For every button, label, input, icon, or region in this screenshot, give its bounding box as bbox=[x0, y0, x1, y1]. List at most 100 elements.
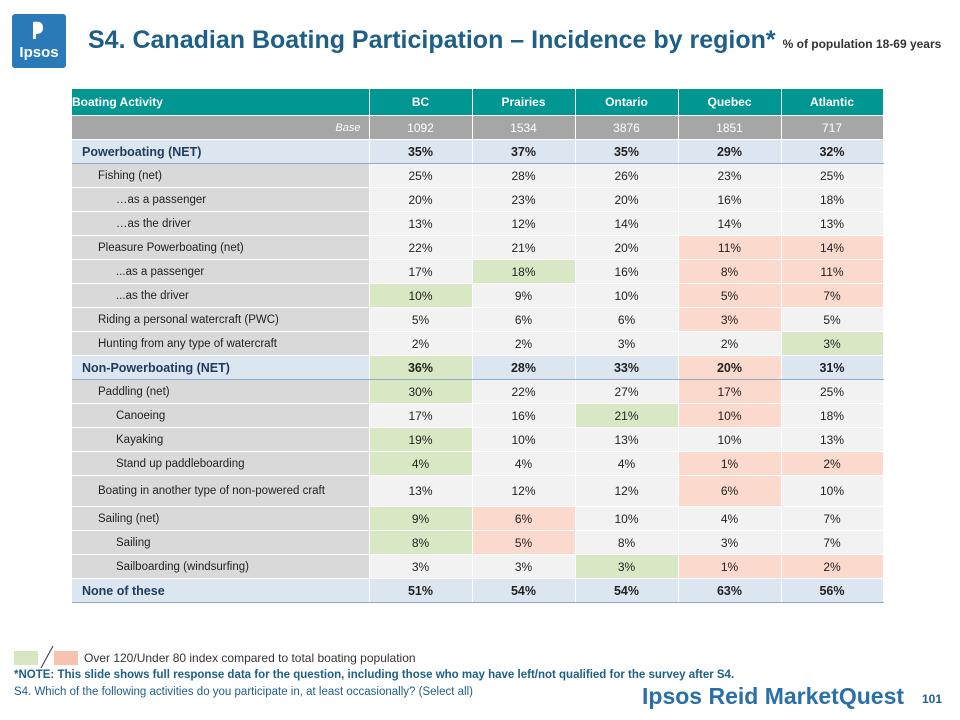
page-title: S4. Canadian Boating Participation – Inc… bbox=[88, 26, 941, 55]
table-row: Hunting from any type of watercraft 2% 2% 3… bbox=[72, 331, 884, 356]
cell-value: 18% bbox=[472, 259, 576, 284]
row-label: Kayaking bbox=[72, 427, 370, 452]
cell-value: 17% bbox=[369, 259, 473, 284]
row-label: Paddling (net) bbox=[72, 379, 370, 404]
row-label: Canoeing bbox=[72, 403, 370, 428]
table-row: Kayaking 19% 10% 13% 10% 13% bbox=[72, 427, 884, 452]
cell-value: 21% bbox=[472, 235, 576, 260]
cell-value: 19% bbox=[369, 427, 473, 452]
cell-value: 10% bbox=[781, 475, 884, 507]
participation-table: Boating Activity BC Prairies Ontario Que… bbox=[72, 89, 884, 603]
cell-value: 5% bbox=[472, 530, 576, 555]
cell-value: 18% bbox=[781, 403, 884, 428]
cell-value: 12% bbox=[472, 475, 576, 507]
cell-value: 6% bbox=[472, 506, 576, 531]
row-label: …as the driver bbox=[72, 211, 370, 236]
column-header-activity: Boating Activity bbox=[72, 89, 370, 116]
cell-value: 54% bbox=[472, 578, 576, 603]
cell-value: 28% bbox=[472, 355, 576, 380]
cell-value: 4% bbox=[369, 451, 473, 476]
row-label: None of these bbox=[72, 578, 370, 603]
row-label: Boating in another type of non-powered c… bbox=[72, 475, 370, 507]
table-row: Pleasure Powerboating (net) 22% 21% 20% 11% 1… bbox=[72, 235, 884, 260]
row-label: …as a passenger bbox=[72, 187, 370, 212]
column-header-quebec: Quebec bbox=[678, 89, 782, 116]
cell-value: 11% bbox=[781, 259, 884, 284]
table-row: ...as the driver 10% 9% 10% 5% 7% bbox=[72, 283, 884, 308]
cell-value: 25% bbox=[369, 163, 473, 188]
cell-value: 20% bbox=[575, 235, 679, 260]
cell-value: 12% bbox=[472, 211, 576, 236]
column-header-ontario: Ontario bbox=[575, 89, 679, 116]
cell-value: 2% bbox=[472, 331, 576, 356]
cell-value: 32% bbox=[781, 139, 884, 164]
cell-value: 11% bbox=[678, 235, 782, 260]
cell-value: 31% bbox=[781, 355, 884, 380]
row-label: ...as a passenger bbox=[72, 259, 370, 284]
cell-value: 22% bbox=[369, 235, 473, 260]
cell-value: 17% bbox=[369, 403, 473, 428]
row-label: Fishing (net) bbox=[72, 163, 370, 188]
cell-value: 23% bbox=[678, 163, 782, 188]
table-row: Fishing (net) 25% 28% 26% 23% 25% bbox=[72, 163, 884, 188]
cell-value: 3% bbox=[575, 554, 679, 579]
row-label: Sailing bbox=[72, 530, 370, 555]
cell-value: 4% bbox=[472, 451, 576, 476]
cell-value: 23% bbox=[472, 187, 576, 212]
cell-value: 14% bbox=[575, 211, 679, 236]
cell-value: 4% bbox=[575, 451, 679, 476]
cell-value: 10% bbox=[575, 506, 679, 531]
row-label: Pleasure Powerboating (net) bbox=[72, 235, 370, 260]
cell-value: 7% bbox=[781, 283, 884, 308]
cell-value: 35% bbox=[369, 139, 473, 164]
cell-value: 10% bbox=[369, 283, 473, 308]
cell-value: 28% bbox=[472, 163, 576, 188]
base-value: 3876 bbox=[575, 115, 679, 140]
net-row: None of these 51% 54% 54% 63% 56% bbox=[72, 578, 884, 603]
cell-value: 9% bbox=[369, 506, 473, 531]
cell-value: 6% bbox=[472, 307, 576, 332]
cell-value: 35% bbox=[575, 139, 679, 164]
column-header-bc: BC bbox=[369, 89, 473, 116]
base-value: 1534 bbox=[472, 115, 576, 140]
table-row: Sailing 8% 5% 8% 3% 7% bbox=[72, 530, 884, 555]
cell-value: 26% bbox=[575, 163, 679, 188]
cell-value: 10% bbox=[678, 427, 782, 452]
cell-value: 3% bbox=[369, 554, 473, 579]
cell-value: 6% bbox=[575, 307, 679, 332]
column-header-atlantic: Atlantic bbox=[781, 89, 884, 116]
table-row: …as a passenger 20% 23% 20% 16% 18% bbox=[72, 187, 884, 212]
ipsos-logo-mark-icon bbox=[33, 21, 43, 39]
table-row: Sailboarding (windsurfing) 3% 3% 3% 1% 2% bbox=[72, 554, 884, 579]
cell-value: 1% bbox=[678, 554, 782, 579]
cell-value: 5% bbox=[369, 307, 473, 332]
cell-value: 37% bbox=[472, 139, 576, 164]
cell-value: 10% bbox=[472, 427, 576, 452]
table-row: Riding a personal watercraft (PWC) 5% 6% 6%… bbox=[72, 307, 884, 332]
net-row: Non-Powerboating (NET) 36% 28% 33% 20% 31% bbox=[72, 355, 884, 380]
cell-value: 16% bbox=[472, 403, 576, 428]
base-value: 1092 bbox=[369, 115, 473, 140]
row-label: Powerboating (NET) bbox=[72, 139, 370, 164]
question-text: S4. Which of the following activities do… bbox=[14, 686, 473, 698]
cell-value: 4% bbox=[678, 506, 782, 531]
row-label: Hunting from any type of watercraft bbox=[72, 331, 370, 356]
legend-divider-icon bbox=[40, 645, 54, 669]
title-subtitle: % of population 18-69 years bbox=[782, 37, 942, 51]
cell-value: 2% bbox=[678, 331, 782, 356]
legend-text: Over 120/Under 80 index compared to tota… bbox=[84, 651, 416, 665]
row-label: Stand up paddleboarding bbox=[72, 451, 370, 476]
title-main: S4. Canadian Boating Participation – Inc… bbox=[88, 26, 776, 54]
table-row: Paddling (net) 30% 22% 27% 17% 25% bbox=[72, 379, 884, 404]
cell-value: 10% bbox=[575, 283, 679, 308]
cell-value: 3% bbox=[781, 331, 884, 356]
cell-value: 63% bbox=[678, 578, 782, 603]
cell-value: 13% bbox=[575, 427, 679, 452]
cell-value: 54% bbox=[575, 578, 679, 603]
cell-value: 30% bbox=[369, 379, 473, 404]
row-label: Riding a personal watercraft (PWC) bbox=[72, 307, 370, 332]
footnote: *NOTE: This slide shows full response da… bbox=[14, 669, 735, 681]
table-row: ...as a passenger 17% 18% 16% 8% 11% bbox=[72, 259, 884, 284]
cell-value: 14% bbox=[678, 211, 782, 236]
row-label: Non-Powerboating (NET) bbox=[72, 355, 370, 380]
